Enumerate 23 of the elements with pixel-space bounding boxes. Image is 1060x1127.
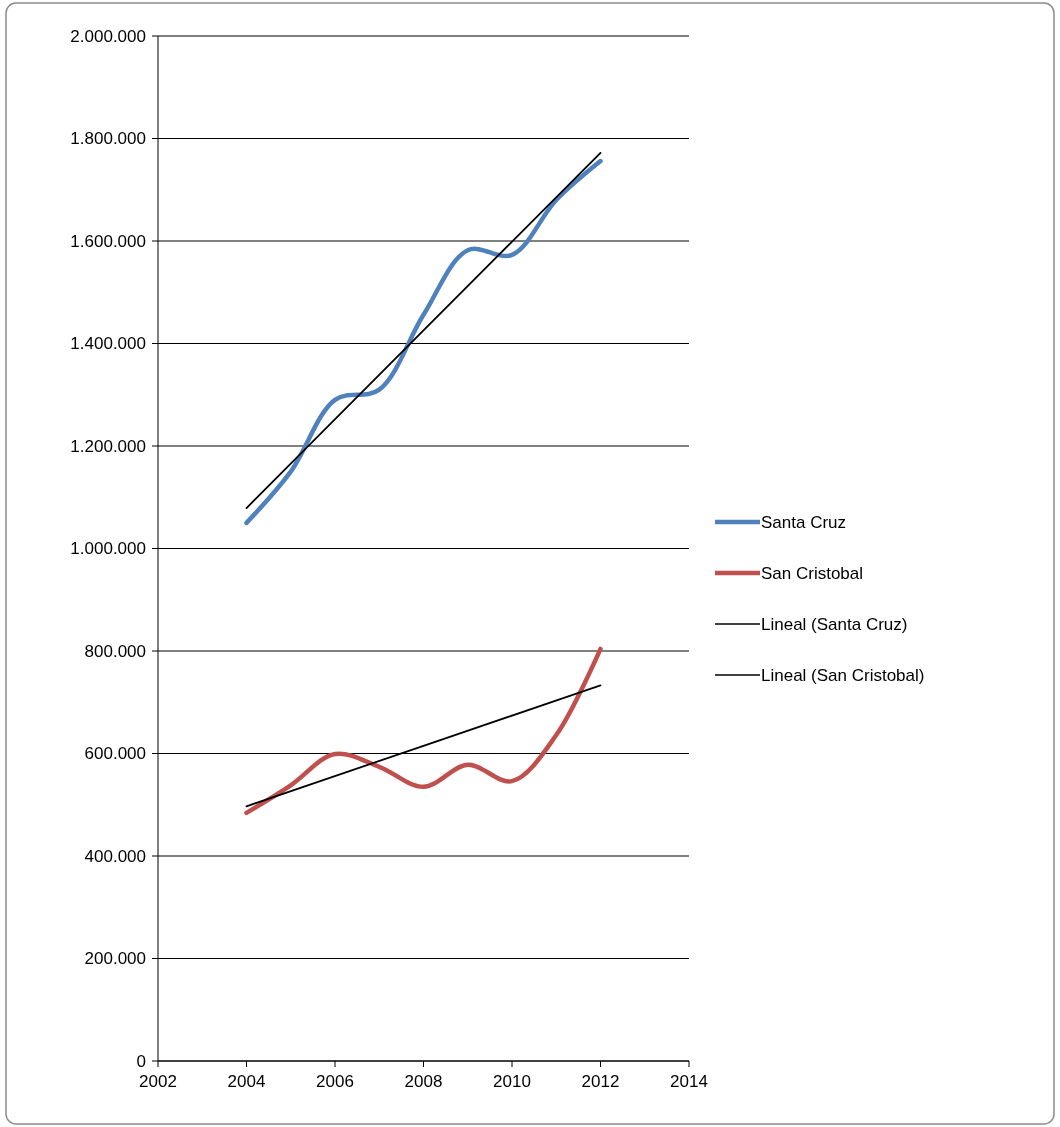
- x-tick-label: 2008: [404, 1072, 443, 1091]
- y-tick-label: 1.000.000: [70, 539, 146, 559]
- legend-label: San Cristobal: [761, 563, 864, 583]
- y-tick-label: 0: [136, 1051, 146, 1071]
- x-tick-label: 2002: [139, 1072, 177, 1091]
- x-tick-label: 2010: [493, 1072, 531, 1091]
- x-tick-label: 2004: [227, 1072, 266, 1091]
- y-tick-label: 2.000.000: [70, 26, 146, 46]
- legend-label: Lineal (Santa Cruz): [761, 614, 908, 634]
- y-tick-label: 1.800.000: [70, 129, 146, 149]
- y-tick-label: 600.000: [84, 744, 146, 764]
- y-tick-label: 400.000: [84, 846, 146, 866]
- legend-label: Lineal (San Cristobal): [761, 665, 925, 685]
- legend-label: Santa Cruz: [761, 512, 847, 532]
- x-tick-label: 2012: [581, 1072, 620, 1091]
- y-tick-label: 800.000: [84, 641, 146, 661]
- line-series: [244, 646, 603, 816]
- x-tick-label: 2006: [316, 1072, 354, 1091]
- y-tick-label: 1.600.000: [70, 231, 146, 251]
- x-tick-label: 2014: [670, 1072, 708, 1091]
- y-tick-label: 1.200.000: [70, 436, 146, 456]
- y-tick-label: 1.400.000: [70, 334, 146, 354]
- y-tick-label: 200.000: [84, 949, 146, 969]
